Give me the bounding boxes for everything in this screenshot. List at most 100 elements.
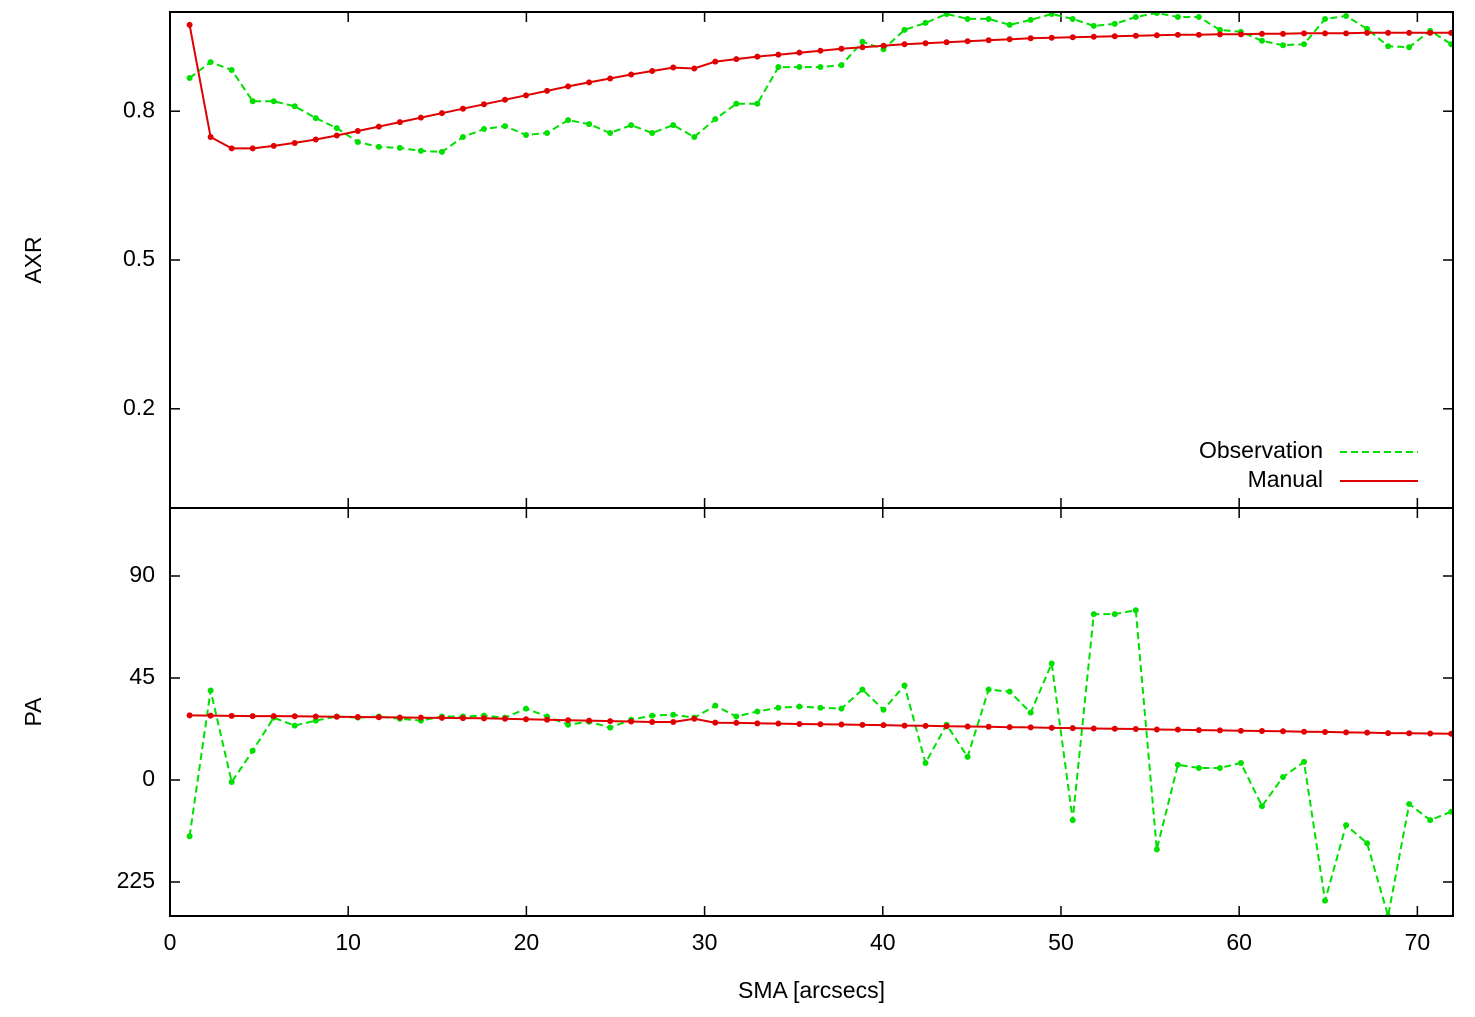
data-point — [586, 717, 593, 724]
data-point — [1448, 808, 1453, 815]
data-point — [691, 715, 698, 722]
data-point — [1069, 15, 1076, 22]
data-point — [1280, 42, 1287, 49]
data-point — [1427, 730, 1434, 737]
data-point — [565, 721, 572, 728]
data-point — [459, 133, 466, 140]
data-point — [1237, 727, 1244, 734]
data-point — [1027, 16, 1034, 23]
data-point — [628, 122, 635, 129]
data-point — [964, 753, 971, 760]
data-point — [1448, 41, 1453, 48]
data-point — [249, 98, 256, 105]
data-point — [901, 682, 908, 689]
data-point — [1111, 725, 1118, 732]
data-point — [691, 65, 698, 72]
data-point — [1237, 31, 1244, 38]
data-point — [1132, 32, 1139, 39]
data-point — [712, 116, 719, 123]
data-point — [480, 101, 487, 108]
x-tick-label: 50 — [1048, 929, 1074, 955]
data-point — [1448, 29, 1453, 36]
data-point — [523, 716, 530, 723]
data-point — [880, 706, 887, 713]
data-point — [1280, 30, 1287, 37]
data-point — [1069, 725, 1076, 732]
data-point — [964, 38, 971, 45]
data-point — [1048, 660, 1055, 667]
data-point — [1111, 33, 1118, 40]
data-point — [733, 719, 740, 726]
data-point — [1174, 13, 1181, 20]
data-point — [754, 53, 761, 60]
data-point — [817, 721, 824, 728]
data-point — [1027, 709, 1034, 716]
data-point — [1258, 728, 1265, 735]
data-point — [523, 705, 530, 712]
y-tick-label: 90 — [129, 561, 155, 587]
data-point — [1216, 26, 1223, 33]
data-point — [1090, 33, 1097, 40]
y-tick-label: 0.2 — [123, 394, 155, 420]
data-point — [1406, 730, 1413, 737]
data-point — [186, 21, 193, 28]
data-point — [649, 130, 656, 137]
x-tick-label: 70 — [1405, 929, 1431, 955]
data-point — [1216, 31, 1223, 38]
x-tick-label: 60 — [1226, 929, 1252, 955]
data-point — [1216, 727, 1223, 734]
data-point — [1132, 607, 1139, 614]
data-point — [943, 39, 950, 46]
data-point — [1364, 840, 1371, 847]
data-point — [396, 119, 403, 126]
data-point — [396, 714, 403, 721]
data-point — [670, 718, 677, 725]
data-point — [1237, 760, 1244, 766]
data-point — [1427, 817, 1434, 824]
y-tick-label: 225 — [117, 867, 155, 893]
x-tick-label: 0 — [164, 929, 177, 955]
data-point — [354, 713, 361, 720]
data-point — [228, 712, 235, 719]
data-point — [207, 687, 214, 694]
data-point — [417, 147, 424, 154]
data-point — [586, 121, 593, 128]
data-point — [1006, 688, 1013, 695]
data-point — [228, 67, 235, 74]
data-point — [754, 708, 761, 715]
data-point — [1006, 36, 1013, 43]
data-point — [796, 49, 803, 56]
data-point — [649, 712, 656, 719]
data-point — [985, 723, 992, 730]
data-point — [1280, 728, 1287, 735]
data-point — [1258, 37, 1265, 44]
data-point — [1216, 764, 1223, 771]
data-point — [207, 133, 214, 140]
data-point — [186, 74, 193, 81]
data-point — [1258, 30, 1265, 37]
data-point — [1174, 31, 1181, 38]
data-point — [1427, 29, 1434, 36]
legend-label: Manual — [1248, 466, 1323, 492]
data-point — [775, 64, 782, 71]
data-point — [880, 722, 887, 729]
data-point — [544, 87, 551, 94]
data-point — [1069, 817, 1076, 824]
data-point — [880, 42, 887, 49]
data-point — [396, 144, 403, 151]
data-point — [1385, 730, 1392, 737]
data-point — [796, 703, 803, 710]
y-tick-label: 0 — [142, 765, 155, 791]
data-point — [838, 721, 845, 728]
data-point — [901, 26, 908, 33]
data-point — [354, 138, 361, 145]
legend-label: Observation — [1199, 437, 1323, 463]
data-point — [312, 713, 319, 720]
plot-area — [186, 607, 1453, 916]
data-point — [922, 40, 929, 47]
plot-frame — [169, 11, 1454, 509]
data-point — [754, 720, 761, 727]
data-point — [817, 47, 824, 54]
data-point — [186, 833, 193, 840]
